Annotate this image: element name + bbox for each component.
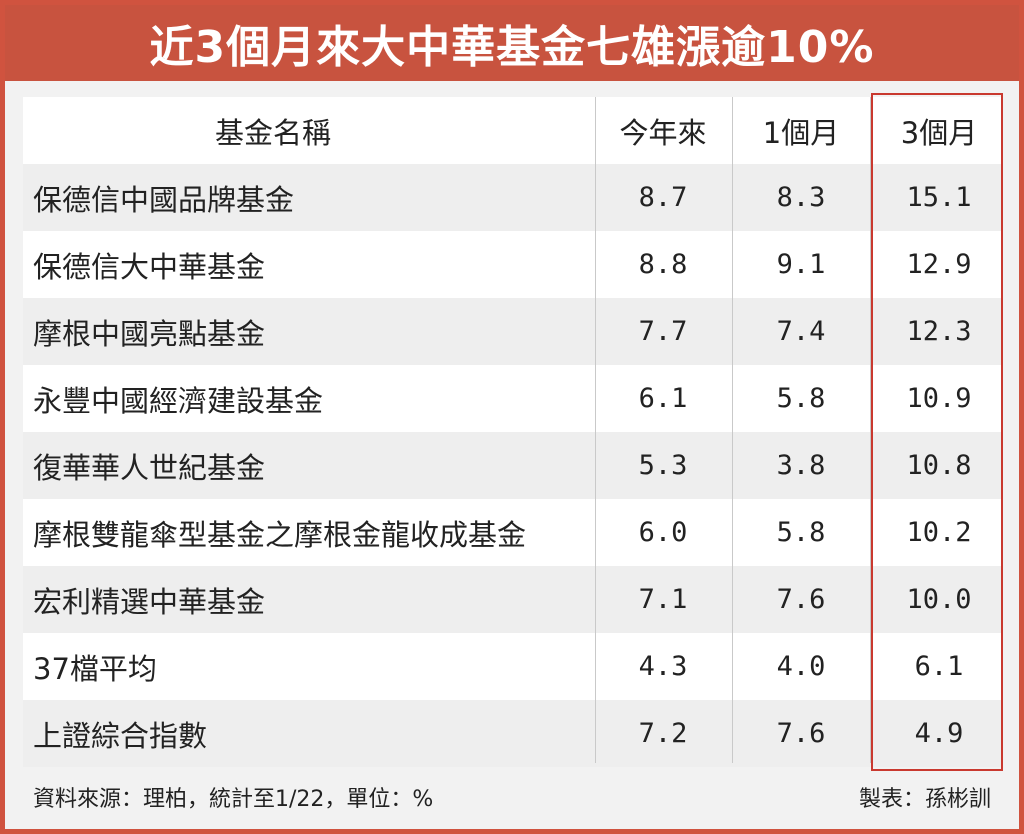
table-row: 保德信大中華基金 8.8 9.1 12.9	[23, 231, 1003, 298]
value-cell-m3: 10.8	[906, 450, 972, 481]
column-divider	[732, 97, 733, 763]
author-credit: 製表：孫彬訓	[858, 787, 991, 812]
value-cell-ytd: 7.1	[638, 584, 688, 615]
value-cell-ytd: 7.7	[638, 316, 688, 347]
table-row: 保德信中國品牌基金 8.7 8.3 15.1	[23, 164, 1003, 231]
table-row: 上證綜合指數 7.2 7.6 4.9	[23, 700, 1003, 767]
value-cell-m3: 10.0	[906, 584, 972, 615]
column-header: 今年來	[619, 115, 707, 150]
fund-name-cell: 37檔平均	[33, 651, 157, 686]
value-cell-m1: 5.8	[776, 517, 826, 548]
value-cell-m3: 6.1	[914, 651, 964, 682]
column-header: 1個月	[762, 115, 840, 150]
table-row: 摩根中國亮點基金 7.7 7.4 12.3	[23, 298, 1003, 365]
table-row: 宏利精選中華基金 7.1 7.6 10.0	[23, 566, 1003, 633]
value-cell-ytd: 4.3	[638, 651, 688, 682]
column-divider	[870, 97, 871, 763]
value-cell-ytd: 6.1	[638, 383, 688, 414]
chart-title: 近3個月來大中華基金七雄漲逾10%	[149, 22, 875, 73]
fund-name-cell: 宏利精選中華基金	[33, 584, 266, 619]
fund-name-cell: 摩根雙龍傘型基金之摩根金龍收成基金	[33, 517, 527, 552]
title-banner: 近3個月來大中華基金七雄漲逾10%	[5, 5, 1019, 81]
value-cell-ytd: 5.3	[638, 450, 688, 481]
value-cell-m3: 10.2	[906, 517, 972, 548]
table-header-row: 基金名稱 今年來 1個月 3個月	[23, 97, 1003, 164]
value-cell-ytd: 7.2	[638, 718, 688, 749]
value-cell-m1: 7.6	[776, 718, 826, 749]
table-row: 37檔平均 4.3 4.0 6.1	[23, 633, 1003, 700]
value-cell-m1: 8.3	[776, 182, 826, 213]
table-row: 復華華人世紀基金 5.3 3.8 10.8	[23, 432, 1003, 499]
value-cell-m3: 12.9	[906, 249, 972, 280]
value-cell-m3: 15.1	[906, 182, 972, 213]
value-cell-m1: 5.8	[776, 383, 826, 414]
fund-name-cell: 保德信中國品牌基金	[33, 182, 295, 217]
column-header: 基金名稱	[214, 115, 331, 150]
column-divider	[595, 97, 596, 763]
value-cell-ytd: 6.0	[638, 517, 688, 548]
value-cell-m1: 3.8	[776, 450, 826, 481]
value-cell-m1: 4.0	[776, 651, 826, 682]
value-cell-m3: 10.9	[906, 383, 972, 414]
fund-name-cell: 摩根中國亮點基金	[33, 316, 266, 351]
fund-name-cell: 上證綜合指數	[33, 718, 208, 753]
fund-name-cell: 復華華人世紀基金	[33, 450, 266, 485]
value-cell-ytd: 8.8	[638, 249, 688, 280]
value-cell-m1: 7.6	[776, 584, 826, 615]
table-panel: 基金名稱 今年來 1個月 3個月保德信中國品牌基金 8.7 8.3 15.1 保德信大中華基金…	[5, 81, 1019, 829]
highlight-box-3-month	[871, 93, 1003, 771]
value-cell-m3: 4.9	[914, 718, 964, 749]
fund-name-cell: 永豐中國經濟建設基金	[33, 383, 324, 418]
source-note: 資料來源：理柏，統計至1/22，單位：%	[33, 787, 434, 812]
table-row: 摩根雙龍傘型基金之摩根金龍收成基金 6.0 5.8 10.2	[23, 499, 1003, 566]
value-cell-m1: 7.4	[776, 316, 826, 347]
value-cell-m3: 12.3	[906, 316, 972, 347]
value-cell-m1: 9.1	[776, 249, 826, 280]
table-row: 永豐中國經濟建設基金 6.1 5.8 10.9	[23, 365, 1003, 432]
column-header: 3個月	[900, 115, 978, 150]
value-cell-ytd: 8.7	[638, 182, 688, 213]
fund-name-cell: 保德信大中華基金	[33, 249, 266, 284]
